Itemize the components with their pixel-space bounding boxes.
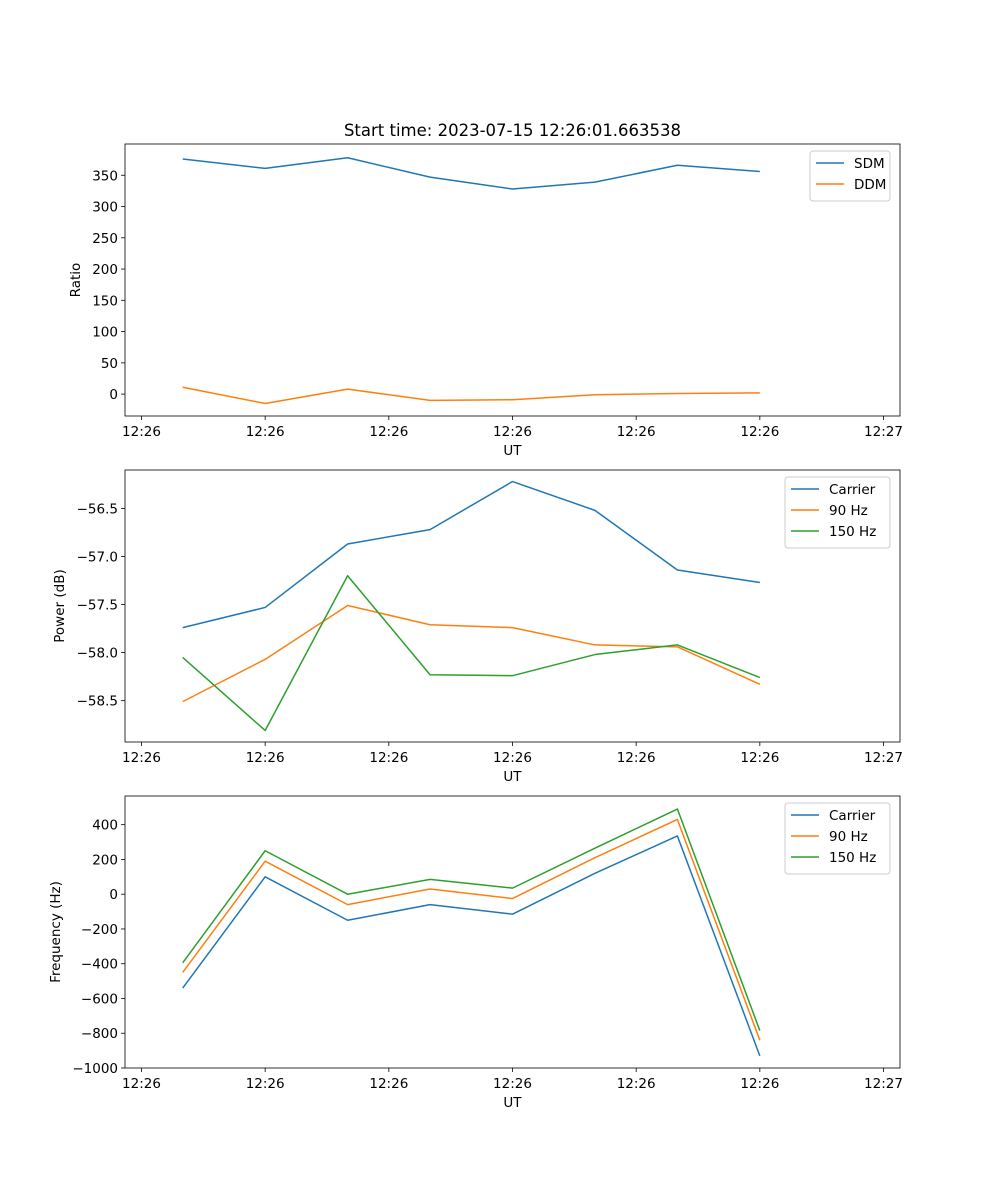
- y-tick-label: 350: [92, 168, 118, 184]
- chart-panel-2: 12:26 12:26 12:26 12:26 12:26 12:26 12:27 −58.5…: [52, 469, 903, 785]
- y-tick-label: −600: [81, 991, 118, 1007]
- chart-panel-1: 12:26 12:26 12:26 12:26 12:26 12:26 12:27 0 50 10…: [68, 143, 903, 459]
- y-tick-label: 200: [92, 852, 118, 868]
- x-tick-label: 12:26: [617, 1076, 656, 1092]
- legend-label: 150 Hz: [829, 850, 876, 866]
- y-tick-label: 0: [109, 887, 118, 903]
- legend-label: Carrier: [829, 482, 876, 498]
- x-tick-label: 12:26: [122, 1076, 161, 1092]
- x-tick-label: 12:26: [617, 424, 656, 440]
- x-axis-label: UT: [503, 769, 522, 785]
- x-tick-label: 12:26: [617, 750, 656, 766]
- y-tick-label: −58.5: [77, 694, 118, 710]
- y-tick-label: 0: [109, 387, 118, 403]
- x-tick-label: 12:26: [493, 750, 532, 766]
- x-tick-label: 12:26: [246, 1076, 285, 1092]
- x-tick-label: 12:26: [493, 1076, 532, 1092]
- x-tick-label: 12:26: [740, 750, 779, 766]
- x-tick-label: 12:27: [864, 1076, 903, 1092]
- chart-panel-3: 12:26 12:26 12:26 12:26 12:26 12:26 12:27 −1000…: [48, 795, 903, 1111]
- y-tick-label: −1000: [72, 1061, 118, 1077]
- x-tick-label: 12:27: [864, 424, 903, 440]
- y-tick-label: −800: [81, 1026, 118, 1042]
- x-tick-label: 12:26: [369, 750, 408, 766]
- y-axis-label: Ratio: [68, 263, 84, 298]
- x-tick-label: 12:27: [864, 750, 903, 766]
- series-line-150-hz: [182, 574, 761, 732]
- y-tick-label: 250: [92, 231, 118, 247]
- y-tick-label: −400: [81, 957, 118, 973]
- y-tick-label: 400: [92, 818, 118, 834]
- series-line-carrier: [182, 835, 761, 1057]
- legend-label: SDM: [854, 156, 885, 172]
- legend: Carrier 90 Hz 150 Hz: [784, 476, 891, 549]
- series-line-sdm: [182, 157, 760, 190]
- y-tick-label: −200: [81, 922, 118, 938]
- y-tick-label: −57.5: [77, 598, 118, 614]
- legend: Carrier 90 Hz 150 Hz: [784, 802, 891, 875]
- y-tick-label: 100: [92, 325, 118, 341]
- x-tick-label: 12:26: [246, 750, 285, 766]
- y-tick-label: −57.0: [77, 550, 118, 566]
- legend-label: DDM: [854, 177, 886, 193]
- x-tick-label: 12:26: [740, 1076, 779, 1092]
- y-tick-label: 50: [101, 356, 118, 372]
- x-axis-label: UT: [503, 1095, 522, 1111]
- legend: SDM DDM: [809, 150, 891, 202]
- series-line-carrier: [182, 480, 760, 629]
- chart-title: Start time: 2023-07-15 12:26:01.663538: [344, 121, 681, 140]
- x-tick-label: 12:26: [122, 750, 161, 766]
- legend-label: Carrier: [829, 808, 876, 824]
- x-tick-label: 12:26: [122, 424, 161, 440]
- x-tick-label: 12:26: [369, 1076, 408, 1092]
- legend-label: 150 Hz: [829, 524, 876, 540]
- x-tick-label: 12:26: [369, 424, 408, 440]
- y-axis-label: Power (dB): [52, 569, 68, 642]
- y-tick-label: −56.5: [77, 501, 118, 517]
- legend-label: 90 Hz: [829, 829, 868, 845]
- series-line-150-hz: [182, 808, 761, 1031]
- x-tick-label: 12:26: [493, 424, 532, 440]
- series-line-ddm: [182, 386, 760, 405]
- y-axis-label: Frequency (Hz): [48, 881, 64, 983]
- series-line-90-hz: [182, 818, 761, 1041]
- y-tick-label: −58.0: [77, 646, 118, 662]
- x-tick-label: 12:26: [740, 424, 779, 440]
- legend-label: 90 Hz: [829, 503, 868, 519]
- y-tick-label: 200: [92, 262, 118, 278]
- y-tick-label: 150: [92, 293, 118, 309]
- x-tick-label: 12:26: [246, 424, 285, 440]
- x-axis-label: UT: [503, 443, 522, 459]
- y-tick-label: 300: [92, 200, 118, 216]
